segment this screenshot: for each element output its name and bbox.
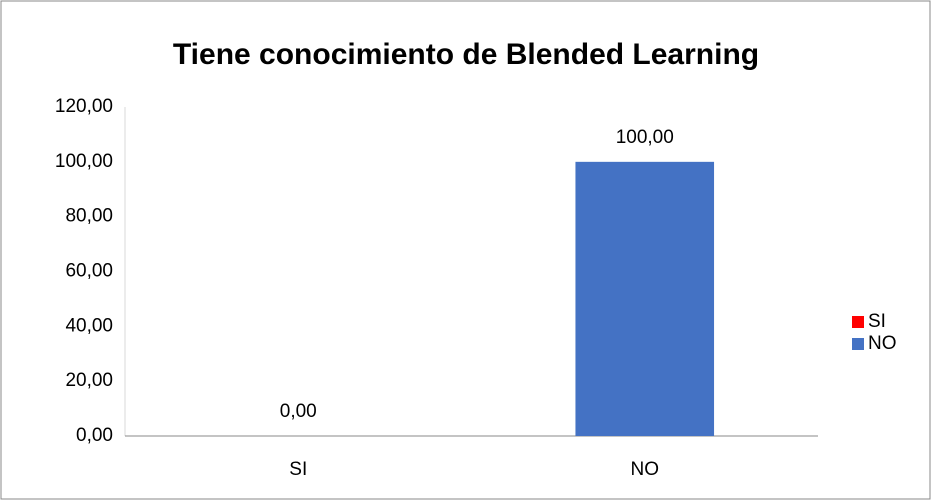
- x-tick-label: NO: [631, 459, 660, 480]
- chart-title: Tiene conocimiento de Blended Learning: [173, 38, 759, 71]
- legend-label: SI: [868, 311, 886, 332]
- y-tick-label: 40,00: [65, 315, 113, 336]
- legend-swatch: [852, 316, 864, 328]
- legend-label: NO: [868, 333, 897, 354]
- x-tick-label: SI: [289, 459, 307, 480]
- y-tick-label: 80,00: [65, 206, 113, 227]
- y-tick-label: 100,00: [55, 151, 113, 172]
- y-tick-label: 120,00: [55, 96, 113, 117]
- bar: [575, 161, 715, 437]
- data-label: 100,00: [616, 127, 674, 148]
- data-label: 0,00: [280, 401, 317, 422]
- y-tick-label: 0,00: [76, 425, 113, 446]
- y-tick-label: 60,00: [65, 261, 113, 282]
- legend-swatch: [852, 338, 864, 350]
- y-tick-label: 20,00: [65, 370, 113, 391]
